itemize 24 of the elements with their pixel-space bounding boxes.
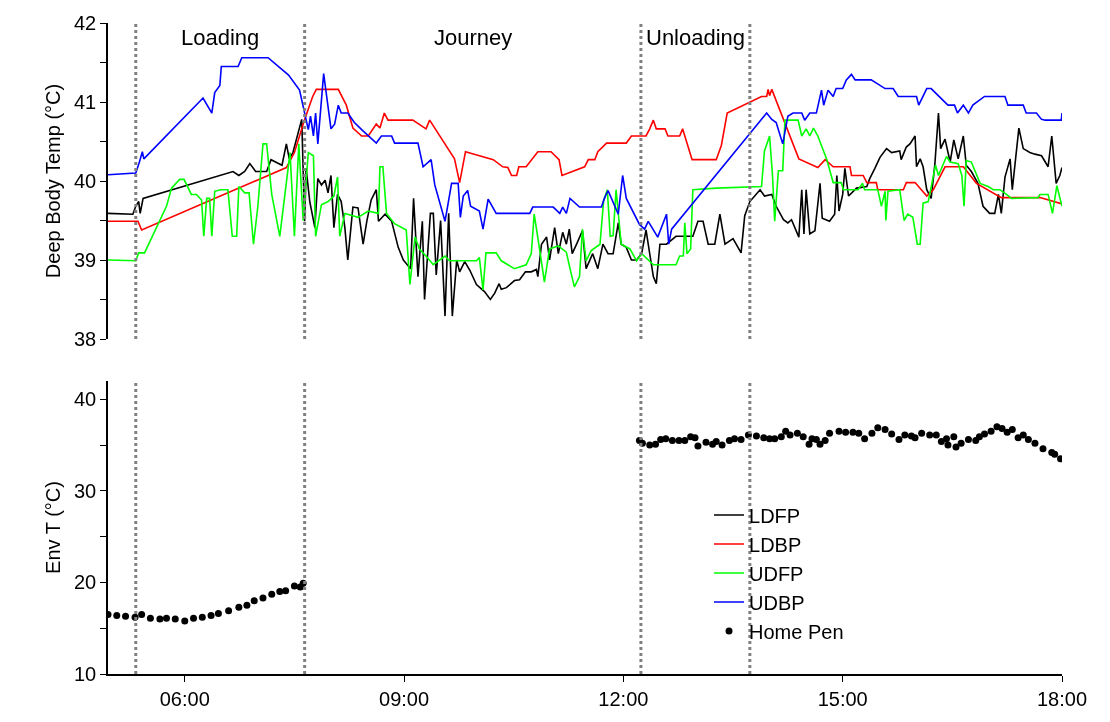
x-tick-label: 06:00 xyxy=(159,687,210,710)
y-tick-label: 20 xyxy=(74,571,97,594)
x-tick-label: 09:00 xyxy=(379,687,430,710)
y-tick-label: 40 xyxy=(74,170,97,192)
text: LDFP xyxy=(749,504,801,527)
text: UDBP xyxy=(749,591,805,614)
y-axis-title: Env T (°C) xyxy=(42,481,64,574)
y-tick-label: 40 xyxy=(74,388,97,411)
legend-label: Home Pen xyxy=(749,620,844,643)
x-tick-label: 18:00 xyxy=(1036,687,1088,710)
x-tick-label: 12:00 xyxy=(598,687,649,710)
x-tick-label: 15:00 xyxy=(817,687,868,710)
y-axis-title: Deep Body Temp (°C) xyxy=(42,83,64,279)
y-tick-label: 41 xyxy=(74,91,97,113)
text: UDFP xyxy=(749,562,804,585)
text: LDBP xyxy=(749,533,802,556)
annotation: Loading xyxy=(181,25,260,50)
y-tick-label: 38 xyxy=(74,328,97,350)
annotation: Journey xyxy=(434,25,513,50)
annotation: Unloading xyxy=(646,25,746,50)
y-tick-label: 42 xyxy=(74,12,97,34)
y-tick-label: 30 xyxy=(74,479,97,502)
y-tick-label: 10 xyxy=(74,663,97,685)
y-tick-label: 39 xyxy=(74,249,97,271)
